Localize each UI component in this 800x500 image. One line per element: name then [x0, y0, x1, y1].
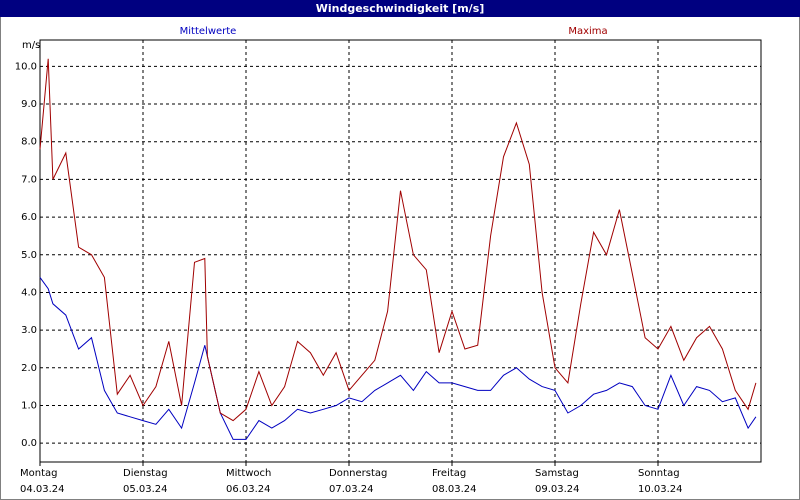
y-tick-label: 1.0 [21, 400, 37, 411]
data-line [39, 277, 757, 440]
x-tick-date: 10.03.24 [638, 484, 683, 495]
x-tick-date: 05.03.24 [123, 484, 168, 495]
y-tick-label: 3.0 [21, 325, 37, 336]
x-tick-label: Sonntag [638, 468, 680, 479]
x-tick-date: 06.03.24 [226, 484, 271, 495]
legend-label: Maxima [568, 26, 607, 37]
chart-title: Windgeschwindigkeit [m/s] [316, 2, 485, 15]
x-tick-label: Dienstag [123, 468, 168, 479]
x-tick-date: 04.03.24 [20, 484, 65, 495]
y-axis-label: m/s [22, 40, 40, 51]
x-tick-date: 07.03.24 [329, 484, 374, 495]
y-tick-label: 0.0 [21, 438, 37, 449]
y-tick-label: 9.0 [21, 99, 37, 110]
y-tick-label: 7.0 [21, 174, 37, 185]
x-tick-date: 09.03.24 [535, 484, 580, 495]
x-tick-label: Mittwoch [226, 468, 271, 479]
x-tick-date: 08.03.24 [432, 484, 477, 495]
x-tick-label: Samstag [535, 468, 579, 479]
y-tick-label: 6.0 [21, 212, 37, 223]
y-tick-label: 5.0 [21, 250, 37, 261]
x-tick-label: Freitag [432, 468, 466, 479]
data-line [39, 58, 757, 422]
title-bar [0, 0, 800, 17]
x-tick-label: Montag [20, 468, 57, 479]
legend-label: Mittelwerte [180, 26, 237, 37]
y-tick-label: 2.0 [21, 363, 37, 374]
plot-area [39, 39, 762, 463]
y-tick-label: 10.0 [15, 61, 37, 72]
x-tick-label: Donnerstag [329, 468, 387, 479]
y-tick-label: 8.0 [21, 137, 37, 148]
y-tick-label: 4.0 [21, 287, 37, 298]
